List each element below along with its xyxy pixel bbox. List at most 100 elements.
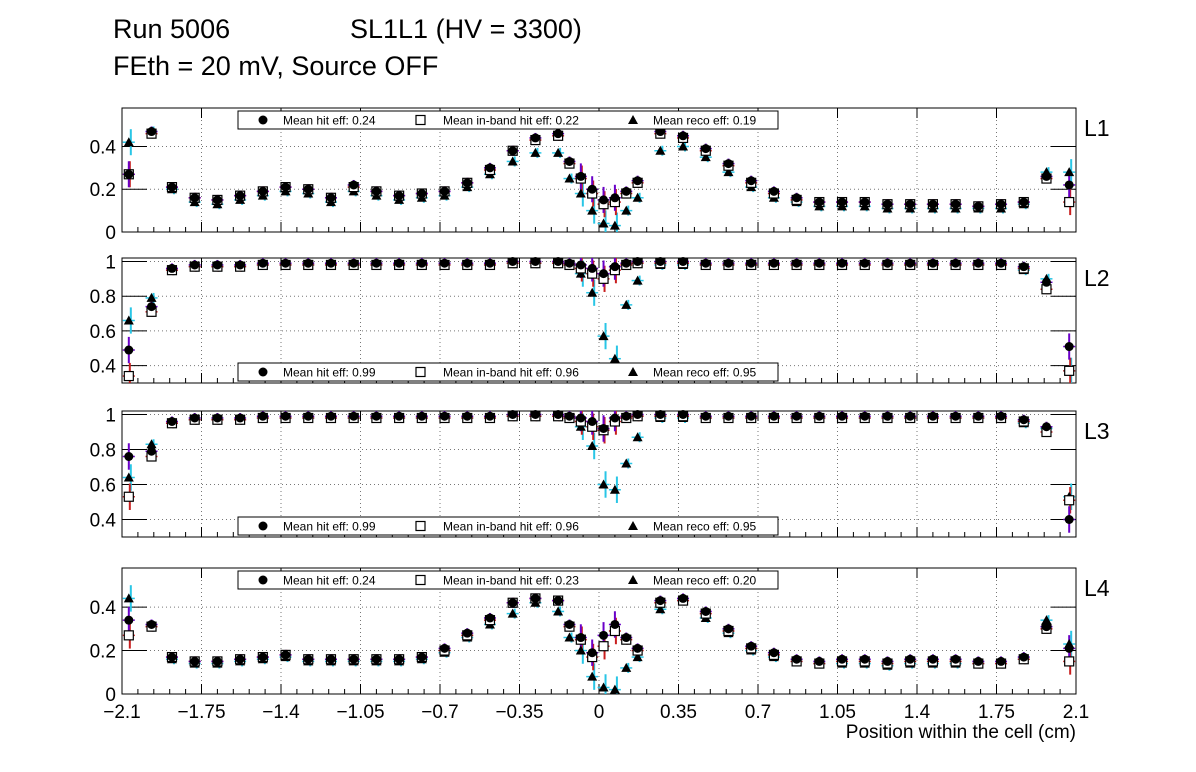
x-tick-label: 1.05 bbox=[819, 702, 856, 723]
hit-point bbox=[837, 411, 847, 421]
hit-point bbox=[1041, 171, 1051, 181]
x-tick-label: −1.05 bbox=[336, 702, 384, 723]
hit-point bbox=[349, 411, 359, 421]
hit-point bbox=[860, 411, 870, 421]
hit-point bbox=[281, 182, 291, 192]
hit-point bbox=[996, 199, 1006, 209]
hit-point bbox=[147, 446, 157, 456]
panel-l2: 0.4 0.6 0.8 1 L2 Mean hit eff: 0.99 Mean in-ba… bbox=[90, 252, 1110, 384]
hit-point bbox=[678, 410, 688, 419]
reco-point bbox=[700, 152, 711, 162]
reco-point bbox=[564, 632, 575, 642]
hit-point bbox=[235, 413, 245, 423]
hit-point bbox=[281, 411, 291, 421]
reco-point bbox=[507, 156, 518, 166]
hit-point bbox=[326, 258, 336, 268]
hit-point bbox=[599, 630, 609, 640]
legend-hit-marker bbox=[258, 521, 268, 531]
hit-point bbox=[235, 260, 245, 270]
hit-point bbox=[599, 424, 609, 433]
legend-inband-label: Mean in-band hit eff: 0.23 bbox=[443, 574, 579, 588]
hit-point bbox=[167, 182, 177, 192]
hit-point bbox=[167, 263, 177, 273]
hit-point bbox=[723, 159, 733, 169]
hit-point bbox=[678, 593, 688, 603]
reco-point bbox=[587, 671, 598, 681]
hit-point bbox=[951, 199, 961, 209]
reco-point bbox=[123, 472, 134, 482]
hit-point bbox=[746, 411, 756, 421]
hit-point bbox=[371, 186, 381, 196]
hit-point bbox=[394, 654, 404, 664]
hit-point bbox=[1064, 515, 1074, 524]
x-tick-label: 0 bbox=[594, 702, 605, 723]
hit-point bbox=[587, 417, 597, 426]
reco-point bbox=[598, 479, 609, 489]
legend-l4: Mean hit eff: 0.24 Mean in-band hit eff: … bbox=[237, 570, 779, 590]
hit-point bbox=[610, 193, 620, 203]
hit-point bbox=[837, 654, 847, 664]
hit-point bbox=[814, 258, 824, 268]
hit-point bbox=[723, 411, 733, 421]
y-tick-label: 0.6 bbox=[90, 476, 116, 497]
inband-point bbox=[123, 491, 134, 502]
hit-point bbox=[212, 195, 222, 205]
hit-point bbox=[462, 628, 472, 638]
hit-point bbox=[701, 411, 711, 421]
hit-point bbox=[587, 263, 597, 273]
legend-inband-marker bbox=[415, 366, 426, 378]
hit-point bbox=[996, 411, 1006, 421]
hit-point bbox=[905, 411, 915, 421]
hit-point bbox=[394, 191, 404, 201]
hit-point bbox=[564, 156, 574, 166]
hit-point bbox=[124, 169, 134, 179]
reco-point bbox=[678, 141, 689, 151]
hit-point bbox=[973, 201, 983, 211]
hit-point bbox=[678, 131, 688, 141]
hit-point bbox=[147, 127, 157, 137]
hit-point bbox=[769, 411, 779, 421]
panel-l3: 0.4 0.6 0.8 1 L3 Mean hit eff: 0.99 Mean in-ba… bbox=[90, 406, 1110, 538]
y-tick-label: 0.4 bbox=[90, 357, 117, 378]
hit-point bbox=[905, 258, 915, 268]
hit-point bbox=[349, 180, 359, 190]
hit-point bbox=[655, 596, 665, 606]
hit-point bbox=[621, 633, 631, 643]
hit-point bbox=[576, 413, 586, 423]
hit-point bbox=[610, 619, 620, 629]
hit-point bbox=[610, 262, 620, 272]
reco-point bbox=[632, 432, 643, 442]
hit-point bbox=[530, 593, 540, 603]
hit-point bbox=[417, 258, 427, 268]
y-tick-label: 1 bbox=[105, 406, 116, 427]
y-tick-label: 0.8 bbox=[90, 441, 116, 462]
x-tick-label: −0.35 bbox=[495, 702, 543, 723]
hit-point bbox=[394, 258, 404, 268]
hit-point bbox=[190, 656, 200, 666]
hit-point bbox=[462, 258, 472, 268]
hit-point bbox=[599, 195, 609, 205]
x-tick-label: −1.4 bbox=[262, 702, 300, 723]
reco-point bbox=[123, 593, 134, 603]
hit-point bbox=[258, 186, 268, 196]
hit-point bbox=[394, 411, 404, 421]
y-tick-label: 0.4 bbox=[90, 598, 117, 619]
panel-l1: 0 0.2 0.4 L1 Mean hit eff: 0.24 Mean in-band … bbox=[90, 107, 1110, 244]
reco-point bbox=[598, 331, 609, 341]
hit-point bbox=[882, 258, 892, 268]
inband-point bbox=[1064, 495, 1075, 506]
x-tick-label: 0.7 bbox=[745, 702, 771, 723]
hit-point bbox=[633, 410, 643, 419]
legend-hit-label: Mean hit eff: 0.24 bbox=[283, 574, 376, 588]
hit-point bbox=[303, 258, 313, 268]
legend-inband-marker bbox=[415, 520, 426, 532]
hit-point bbox=[814, 411, 824, 421]
hit-point bbox=[508, 256, 518, 266]
y-tick-label: 0.4 bbox=[90, 137, 117, 158]
legend-reco-label: Mean reco eff: 0.19 bbox=[653, 114, 757, 128]
reco-point bbox=[530, 147, 541, 157]
legend-hit-label: Mean hit eff: 0.24 bbox=[283, 114, 376, 128]
legend-inband-marker bbox=[415, 574, 426, 586]
reco-point bbox=[553, 606, 564, 616]
hit-point bbox=[621, 258, 631, 268]
